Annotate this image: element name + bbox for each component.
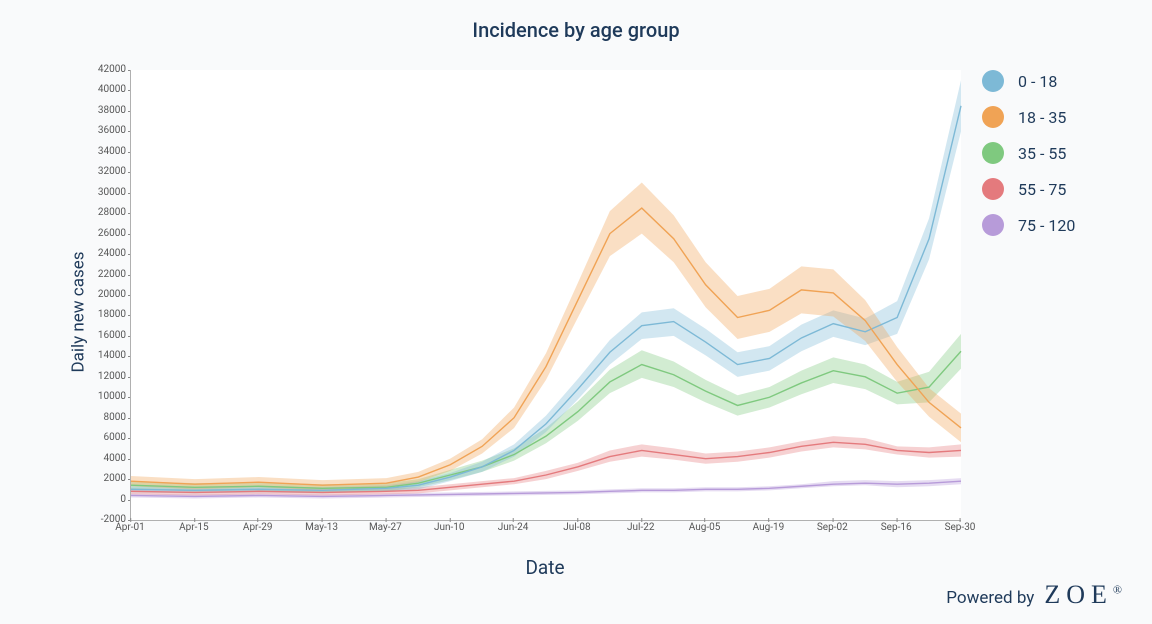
attribution-prefix: Powered by: [946, 588, 1034, 608]
y-tick: 2000: [80, 474, 126, 484]
x-tick: Jun-24: [498, 522, 529, 533]
legend-swatch: [982, 70, 1004, 92]
x-tick: Jul-08: [563, 522, 590, 533]
plot-area: [130, 70, 961, 521]
legend-label: 75 - 120: [1018, 216, 1075, 235]
y-tick: 16000: [80, 331, 126, 341]
x-tick: Sep-02: [817, 522, 848, 533]
x-tick: Jul-22: [627, 522, 654, 533]
zoe-logo: ZOE®: [1044, 580, 1122, 610]
x-tick: May-13: [305, 522, 338, 533]
legend: 0 - 18 18 - 35 35 - 55 55 - 75 75 - 120: [982, 70, 1122, 250]
registered-mark: ®: [1113, 582, 1122, 596]
y-tick: 22000: [80, 270, 126, 280]
legend-item: 75 - 120: [982, 214, 1122, 236]
legend-swatch: [982, 178, 1004, 200]
y-tick: 36000: [80, 126, 126, 136]
y-tick: 14000: [80, 351, 126, 361]
y-tick: 32000: [80, 167, 126, 177]
legend-item: 0 - 18: [982, 70, 1122, 92]
legend-label: 18 - 35: [1018, 108, 1066, 127]
x-tick: May-27: [369, 522, 402, 533]
y-tick: 20000: [80, 290, 126, 300]
x-tick: Apr-01: [115, 522, 145, 533]
y-tick: 12000: [80, 372, 126, 382]
y-tick: 24000: [80, 249, 126, 259]
y-tick: 34000: [80, 147, 126, 157]
x-tick: Jun-10: [434, 522, 465, 533]
y-tick: 0: [80, 495, 126, 505]
y-tick: 18000: [80, 310, 126, 320]
x-tick: Apr-15: [179, 522, 209, 533]
legend-swatch: [982, 142, 1004, 164]
y-tick: 42000: [80, 65, 126, 75]
y-tick: 38000: [80, 106, 126, 116]
legend-swatch: [982, 106, 1004, 128]
chart-svg: [131, 70, 961, 520]
legend-swatch: [982, 214, 1004, 236]
x-tick: Aug-19: [753, 522, 785, 533]
x-axis-ticks: Apr-01Apr-15Apr-29May-13May-27Jun-10Jun-…: [130, 522, 960, 552]
x-tick: Sep-16: [881, 522, 912, 533]
x-tick: Aug-05: [689, 522, 721, 533]
y-tick: 8000: [80, 413, 126, 423]
legend-label: 0 - 18: [1018, 72, 1057, 91]
zoe-brand: ZOE: [1044, 580, 1113, 609]
y-axis-ticks: -200002000400060008000100001200014000160…: [80, 70, 126, 520]
legend-label: 55 - 75: [1018, 180, 1066, 199]
chart-title: Incidence by age group: [0, 18, 1152, 42]
y-tick: 4000: [80, 454, 126, 464]
legend-item: 18 - 35: [982, 106, 1122, 128]
attribution: Powered by ZOE®: [946, 580, 1122, 610]
x-tick: Sep-30: [945, 522, 976, 533]
y-tick: 10000: [80, 392, 126, 402]
y-tick: 26000: [80, 229, 126, 239]
x-axis-label: Date: [130, 556, 960, 579]
legend-item: 55 - 75: [982, 178, 1122, 200]
chart-container: Incidence by age group Daily new cases -…: [0, 0, 1152, 624]
y-tick: 40000: [80, 85, 126, 95]
y-tick: 30000: [80, 188, 126, 198]
y-tick: 28000: [80, 208, 126, 218]
legend-item: 35 - 55: [982, 142, 1122, 164]
x-tick: Apr-29: [243, 522, 273, 533]
legend-label: 35 - 55: [1018, 144, 1066, 163]
y-tick: 6000: [80, 433, 126, 443]
